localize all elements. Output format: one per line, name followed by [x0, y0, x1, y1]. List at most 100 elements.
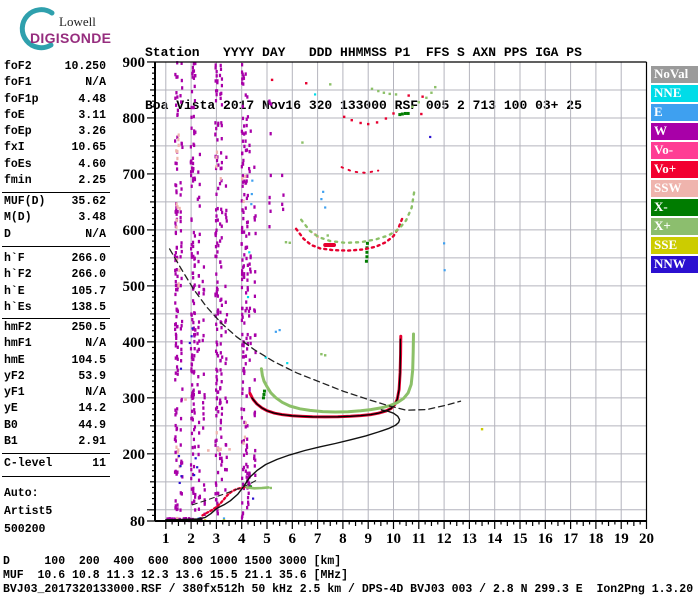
- param-value: 4.60: [78, 157, 106, 171]
- y-axis-tick-label: 400: [123, 335, 146, 351]
- x-axis-tick-label: 8: [339, 531, 347, 547]
- param-label: yF1: [4, 386, 25, 399]
- ssw-salmon-dots: [216, 446, 219, 450]
- param-value: 35.62: [71, 195, 106, 208]
- y-axis-tick-label: 300: [123, 391, 146, 407]
- param-label: yE: [4, 402, 18, 416]
- transmission-curve: [168, 248, 462, 411]
- param-label: B1: [4, 434, 18, 448]
- param-row: foF1 N/A: [4, 76, 106, 90]
- legend-item-noval: NoVal: [651, 66, 698, 83]
- x-axis-tick-label: 18: [588, 531, 603, 547]
- param-value: 2.91: [78, 434, 106, 448]
- x-minus-dots: [261, 396, 265, 400]
- x-axis-tick-label: 4: [238, 531, 246, 547]
- spread-dots-green: [284, 241, 288, 244]
- param-value: 14.2: [78, 402, 106, 416]
- legend-item-nne: NNE: [651, 85, 698, 102]
- param-value: 10.65: [71, 141, 106, 155]
- spread-dots-green: [326, 234, 329, 237]
- e-blue-dots: [324, 206, 327, 209]
- nnw-dots: [179, 465, 182, 468]
- legend-item-x: X-: [651, 199, 698, 216]
- x-axis-tick-label: 20: [639, 531, 654, 547]
- logo-arc-icon: [19, 7, 55, 51]
- second-hop-X: [300, 190, 416, 244]
- param-row: C-level 11: [4, 457, 106, 471]
- F-trace-X: [259, 332, 415, 414]
- param-label: foF2: [4, 60, 32, 73]
- spread-dots-green: [320, 352, 323, 356]
- panel-divider: [2, 192, 110, 193]
- spread-dots-red: [350, 118, 353, 122]
- nne-cyan-dots: [248, 251, 251, 254]
- panel-divider: [2, 246, 110, 247]
- param-row: yF1 N/A: [4, 386, 106, 400]
- x-minus-dots: [406, 111, 410, 115]
- param-value: N/A: [85, 337, 106, 351]
- param-value: 266.0: [71, 252, 106, 265]
- x-axis-tick-label: 6: [289, 531, 297, 547]
- x-minus-dots: [400, 112, 404, 116]
- param-value: 2.25: [78, 173, 106, 187]
- ssw-salmon-dots: [228, 448, 231, 451]
- x-axis-tick-label: 19: [614, 531, 629, 547]
- param-value: 53.9: [78, 369, 106, 383]
- spread-dots-green: [370, 87, 374, 91]
- param-label: foF1: [4, 76, 32, 90]
- param-row: h`F2 266.0: [4, 268, 106, 282]
- param-row: D N/A: [4, 228, 106, 242]
- param-row: foF2 10.250: [4, 60, 106, 74]
- param-label: M(D): [4, 211, 32, 225]
- param-value: 138.5: [71, 300, 106, 314]
- e-blue-dots: [443, 269, 446, 272]
- y-axis-tick-label: 900: [123, 55, 146, 71]
- autoscaling-info-line: 500200: [4, 523, 46, 536]
- legend-item-vo: Vo-: [651, 142, 698, 159]
- param-value: 266.0: [71, 268, 106, 282]
- param-value: 10.250: [64, 60, 106, 73]
- distance-row: D 100 200 400 600 800 1000 1500 3000 [km…: [3, 555, 342, 568]
- e-blue-dots: [322, 190, 325, 193]
- y-axis-tick-label: 500: [123, 279, 146, 295]
- autoscaling-info-line: Auto:: [4, 487, 39, 500]
- nne-cyan-dots: [246, 295, 250, 299]
- spread-dots-green: [394, 93, 398, 96]
- header-line-fields: Station YYYY DAY DDD HHMMSS P1 FFS S AXN…: [145, 45, 582, 60]
- ssw-salmon-dots: [207, 449, 210, 452]
- param-label: foE: [4, 108, 25, 122]
- legend-item-x: X+: [651, 218, 698, 235]
- x-axis-tick-label: 1: [162, 531, 170, 547]
- param-row: MUF(D) 35.62: [4, 195, 106, 209]
- param-label: h`Es: [4, 300, 32, 314]
- Es-trace-X: [245, 486, 270, 490]
- lowell-digisonde-logo: Lowell DIGISONDE: [6, 4, 126, 52]
- spread-dots-red: [384, 117, 388, 120]
- param-row: fxI 10.65: [4, 141, 106, 155]
- nnw-dots: [191, 327, 194, 330]
- param-label: B0: [4, 418, 18, 432]
- spread-dots-green: [377, 89, 380, 93]
- param-label: fxI: [4, 141, 25, 155]
- spread-dots-green: [329, 83, 332, 86]
- param-label: h`F: [4, 252, 25, 265]
- param-row: hmF2 250.5: [4, 321, 106, 335]
- legend-item-vo: Vo+: [651, 161, 698, 178]
- param-value: N/A: [85, 227, 106, 241]
- legend-item-nnw: NNW: [651, 256, 698, 273]
- legend-item-e: E: [651, 104, 698, 121]
- param-value: N/A: [85, 386, 106, 399]
- nnw-dots: [251, 497, 255, 500]
- x-minus-dots: [365, 250, 369, 254]
- spread-dots-red: [421, 95, 424, 98]
- e-blue-dots: [250, 203, 253, 206]
- param-value: 3.11: [78, 108, 106, 122]
- panel-divider: [2, 476, 110, 477]
- param-row: hmE 104.5: [4, 354, 106, 368]
- param-value: 11: [92, 457, 106, 470]
- second-hop-O: [294, 216, 404, 252]
- spread-dots-green: [411, 105, 414, 108]
- e-blue-dots: [278, 329, 281, 332]
- ssw-salmon-dots: [184, 398, 187, 401]
